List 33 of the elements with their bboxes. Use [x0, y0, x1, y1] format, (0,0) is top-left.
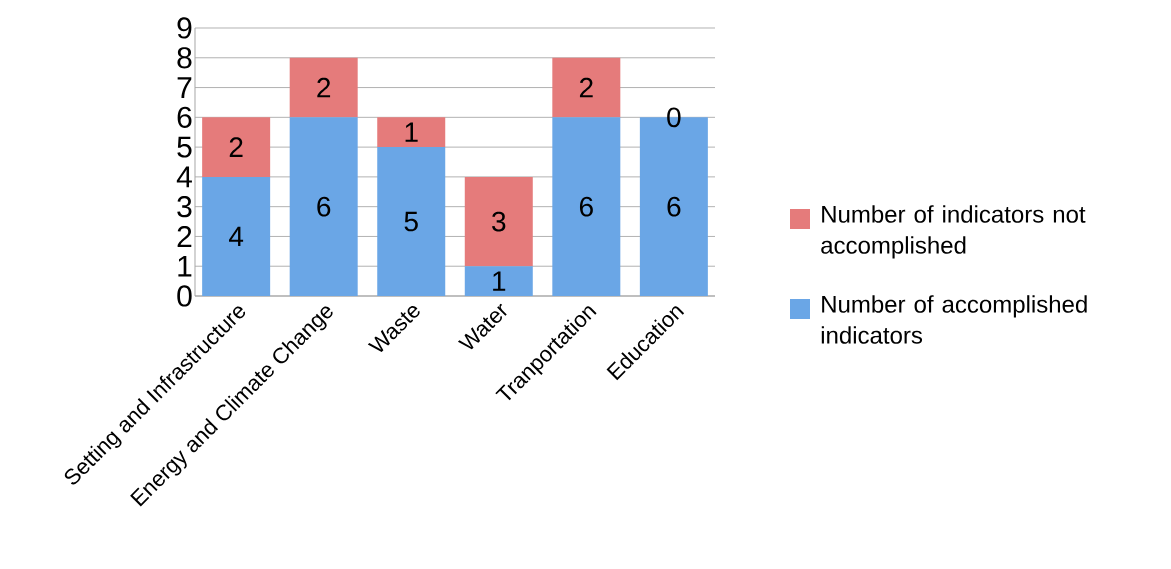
data-label: 3 [492, 211, 506, 232]
bar [552, 117, 621, 296]
data-label: 6 [579, 196, 593, 217]
data-label: 5 [404, 211, 418, 232]
y-tick-label: 7 [177, 77, 192, 98]
legend-label: Number of indicators not accomplished [821, 205, 1086, 259]
y-tick-label: 1 [178, 255, 192, 277]
bar [377, 147, 446, 296]
data-label: 6 [317, 196, 331, 217]
bar [464, 176, 533, 267]
y-tick-label: 2 [177, 225, 192, 247]
y-tick-label: 6 [177, 106, 192, 128]
y-tick-label: 4 [176, 166, 192, 188]
bar [552, 57, 621, 118]
bar [464, 266, 533, 296]
data-label: 6 [667, 196, 681, 217]
data-label: 2 [317, 77, 331, 98]
bar [202, 117, 271, 177]
data-label: 4 [229, 226, 244, 247]
y-tick-label: 3 [177, 196, 192, 218]
bar [289, 117, 358, 296]
y-tick-label: 9 [177, 17, 192, 39]
bar [289, 57, 358, 118]
data-label: 1 [405, 122, 418, 142]
data-label: 2 [579, 77, 593, 98]
y-tick-label: 0 [177, 285, 192, 307]
y-tick-label: 8 [177, 47, 192, 69]
y-tick-label: 5 [177, 136, 192, 158]
bar [202, 176, 271, 296]
data-label: 1 [493, 271, 506, 291]
bar [377, 117, 446, 148]
legend-label: Number of accomplished indicators [821, 295, 1087, 344]
data-label: 2 [229, 137, 243, 157]
